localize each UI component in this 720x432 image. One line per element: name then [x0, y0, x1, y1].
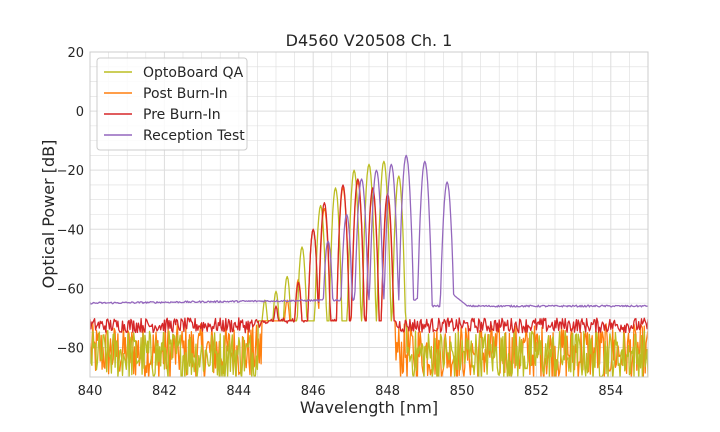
legend-box — [96, 57, 248, 151]
y-axis-label: Optical Power [dB] — [39, 140, 58, 289]
x-tick-label: 842 — [152, 384, 177, 399]
y-tick-label: 0 — [76, 105, 84, 120]
x-tick-label: 852 — [524, 384, 549, 399]
legend-label: Pre Burn-In — [143, 107, 221, 123]
x-tick-label: 848 — [375, 384, 400, 399]
legend-label: Post Burn-In — [143, 86, 228, 102]
x-axis: 840 842 844 846 848 850 852 854 — [78, 384, 624, 399]
y-tick-label: −80 — [57, 341, 84, 356]
x-tick-label: 846 — [301, 384, 326, 399]
x-tick-label: 840 — [78, 384, 103, 399]
y-axis: 20 0 −20 −40 −60 −80 — [57, 46, 84, 356]
x-tick-label: 850 — [450, 384, 475, 399]
legend: OptoBoard QA Post Burn-In Pre Burn-In Recep… — [96, 57, 248, 151]
series-line-pre-burn-in — [90, 178, 648, 334]
series-line-reception-test — [90, 154, 648, 308]
plot-frame — [89, 51, 649, 378]
x-axis-label: Wavelength [nm] — [300, 398, 438, 417]
y-tick-label: −60 — [57, 282, 84, 297]
x-tick-label: 854 — [598, 384, 623, 399]
y-tick-label: −20 — [57, 164, 84, 179]
y-tick-label: −40 — [57, 223, 84, 238]
chart-title: D4560 V20508 Ch. 1 — [286, 31, 453, 50]
plot-area — [90, 154, 648, 377]
series-line-optoboard-qa — [90, 160, 648, 377]
legend-label: Reception Test — [143, 128, 245, 144]
y-tick-label: 20 — [67, 46, 84, 61]
x-tick-label: 844 — [226, 384, 251, 399]
legend-label: OptoBoard QA — [143, 65, 244, 81]
series-layer — [90, 154, 648, 377]
